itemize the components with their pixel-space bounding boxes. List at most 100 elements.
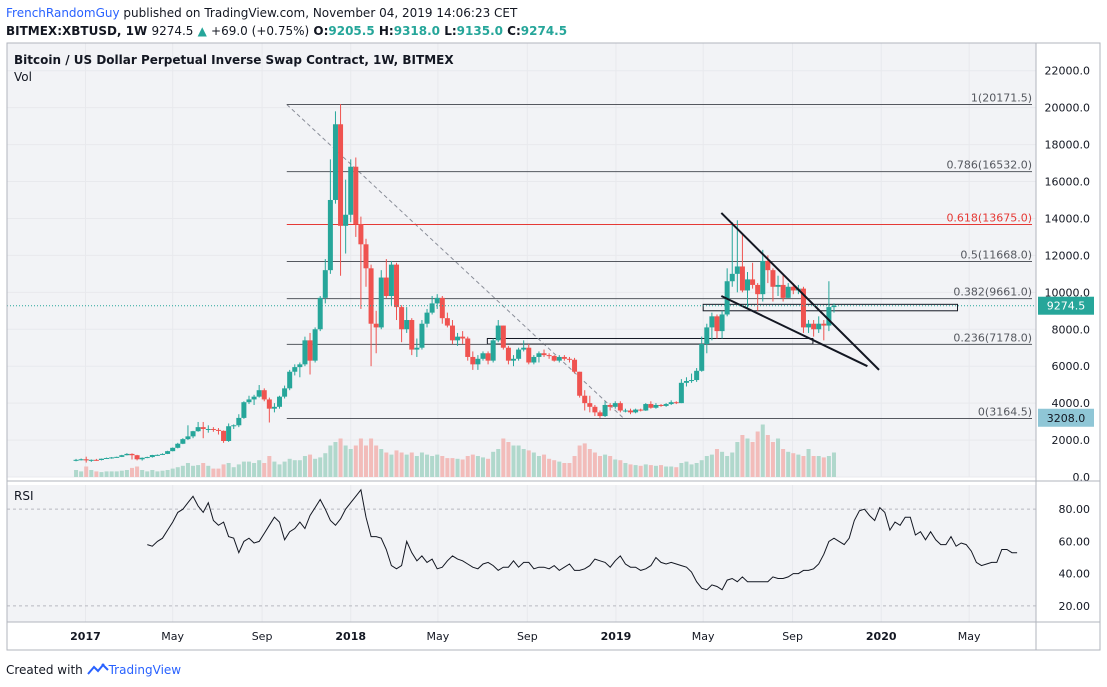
volume-bar <box>653 465 658 477</box>
volume-bar <box>379 449 384 477</box>
candle-body <box>516 349 522 359</box>
candle-body <box>236 417 242 426</box>
candle-body <box>826 307 832 326</box>
volume-bar <box>201 463 206 477</box>
volume-bar <box>577 445 582 477</box>
volume-bar <box>720 451 725 477</box>
volume-bar <box>414 456 419 477</box>
candle-body <box>399 307 405 330</box>
x-tick-label: 2018 <box>335 630 366 643</box>
volume-bar <box>84 466 89 477</box>
fib-level-label: 0.618(13675.0) <box>946 211 1032 224</box>
volume-bar <box>776 438 781 477</box>
candle-body <box>572 359 578 372</box>
volume-bar <box>567 463 572 477</box>
candle-body <box>505 347 511 361</box>
high-label: H: <box>378 24 394 38</box>
volume-bar <box>669 466 674 477</box>
volume-bar <box>480 457 485 477</box>
candle-body <box>739 266 745 291</box>
candle-body <box>663 404 669 406</box>
volume-bar <box>343 445 348 477</box>
chart-header: FrenchRandomGuy published on TradingView… <box>6 4 567 40</box>
candle-body <box>490 340 496 361</box>
y-tick-label: 4000.0 <box>1052 397 1091 410</box>
candle-body <box>561 356 567 359</box>
volume-bar <box>521 449 526 477</box>
candle-body <box>602 404 608 417</box>
volume-bar <box>425 454 430 477</box>
volume-bar <box>786 451 791 477</box>
volume-bar <box>587 449 592 477</box>
candle-body <box>205 428 211 430</box>
volume-bar <box>430 456 435 477</box>
low-marker-label: 3208.0 <box>1047 412 1086 425</box>
y-tick-label: 12000.0 <box>1045 249 1091 262</box>
candle-body <box>592 406 598 413</box>
up-arrow-icon: ▲ <box>197 24 207 38</box>
candle-body <box>394 264 400 308</box>
volume-bar <box>613 459 618 477</box>
volume-bar <box>170 468 175 477</box>
y-tick-label: 0.0 <box>1073 471 1091 484</box>
volume-bar <box>542 454 547 477</box>
candle-body <box>500 325 506 348</box>
fib-level-label: 0.786(16532.0) <box>946 159 1032 172</box>
last-price-badge-label: 9274.5 <box>1047 300 1086 313</box>
candle-body <box>73 459 79 461</box>
tradingview-link[interactable]: TradingView <box>108 663 182 677</box>
y-tick-label: 20000.0 <box>1045 102 1091 115</box>
volume-bar <box>684 461 689 477</box>
volume-bar <box>674 467 679 477</box>
candle-body <box>806 323 812 328</box>
volume-bar <box>531 452 536 477</box>
x-tick-label: Sep <box>517 630 538 643</box>
volume-bar <box>740 435 745 477</box>
volume-bar <box>603 454 608 477</box>
open-value: 9205.5 <box>328 24 375 38</box>
volume-bar <box>196 465 201 477</box>
candle-body <box>231 425 237 427</box>
volume-bar <box>191 465 196 477</box>
volume-bar <box>592 452 597 477</box>
candle-body <box>302 340 308 365</box>
y-tick-label: 14000.0 <box>1045 212 1091 225</box>
candle-body <box>546 355 552 357</box>
candle-body <box>419 323 425 348</box>
volume-bar <box>435 454 440 477</box>
volume-bar <box>129 467 134 477</box>
candle-body <box>88 459 94 461</box>
volume-bar <box>465 456 470 477</box>
volume-bar <box>811 456 816 477</box>
candle-body <box>149 455 155 458</box>
candle-body <box>622 410 628 412</box>
candle-body <box>556 356 562 361</box>
candle-body <box>734 266 740 274</box>
volume-bar <box>689 464 694 477</box>
candle-body <box>109 457 115 459</box>
candle-body <box>307 340 313 361</box>
candle-body <box>363 244 369 269</box>
volume-bar <box>119 470 124 477</box>
volume-bar <box>648 465 653 477</box>
candle-body <box>297 364 303 368</box>
volume-bar <box>124 470 129 477</box>
volume-bar <box>328 445 333 477</box>
candle-body <box>439 297 445 319</box>
price-pane-bg <box>7 43 1036 477</box>
volume-bar <box>735 442 740 477</box>
candle-body <box>119 455 125 457</box>
candle-body <box>383 277 389 297</box>
volume-bar <box>547 458 552 477</box>
candle-body <box>129 453 135 456</box>
candle-body <box>282 388 288 397</box>
candle-body <box>536 353 542 357</box>
volume-bar <box>679 463 684 477</box>
author-link[interactable]: FrenchRandomGuy <box>6 6 120 20</box>
candle-body <box>292 367 298 372</box>
price-label: 9274.5 <box>151 24 194 38</box>
x-tick-label: 2017 <box>70 630 101 643</box>
candle-body <box>668 402 674 405</box>
ohlc-line: BITMEX:XBTUSD, 1W 9274.5 ▲ +69.0 (+0.75%… <box>6 22 567 40</box>
